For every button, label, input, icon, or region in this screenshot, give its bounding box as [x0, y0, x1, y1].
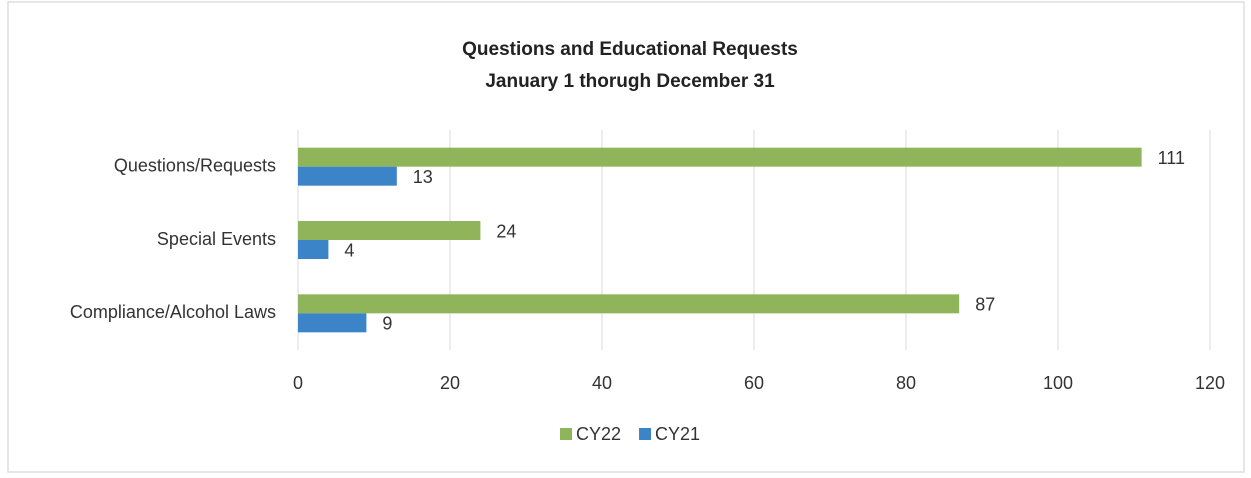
bar: [298, 240, 329, 259]
data-label: 9: [382, 314, 392, 334]
x-tick-label: 60: [744, 373, 764, 393]
x-tick-label: 20: [440, 373, 460, 393]
x-tick-label: 0: [293, 373, 303, 393]
x-tick-label: 80: [896, 373, 916, 393]
x-tick-label: 40: [592, 373, 612, 393]
bar: [298, 294, 960, 314]
data-label: 111: [1158, 148, 1185, 168]
y-tick-label: Questions/Requests: [114, 155, 276, 175]
x-tick-label: 120: [1195, 373, 1225, 393]
chart-subtitle: January 1 thorugh December 31: [485, 71, 775, 92]
data-label: 13: [413, 167, 433, 187]
data-label: 4: [344, 240, 354, 260]
legend-swatch: [560, 428, 572, 440]
y-tick-label: Compliance/Alcohol Laws: [70, 302, 276, 322]
bar: [298, 221, 481, 240]
x-tick-label: 100: [1043, 373, 1073, 393]
legend-label: CY22: [576, 424, 621, 444]
legend-swatch: [639, 428, 652, 440]
data-label: 24: [496, 221, 516, 241]
chart-frame: [7, 1, 1245, 473]
chart-title: Questions and Educational Requests: [462, 39, 798, 60]
bar: [298, 166, 397, 186]
y-tick-label: Special Events: [157, 229, 276, 249]
legend-label: CY21: [655, 424, 700, 444]
data-label: 87: [975, 295, 995, 315]
bar: [298, 313, 367, 333]
bar: [298, 147, 1142, 167]
